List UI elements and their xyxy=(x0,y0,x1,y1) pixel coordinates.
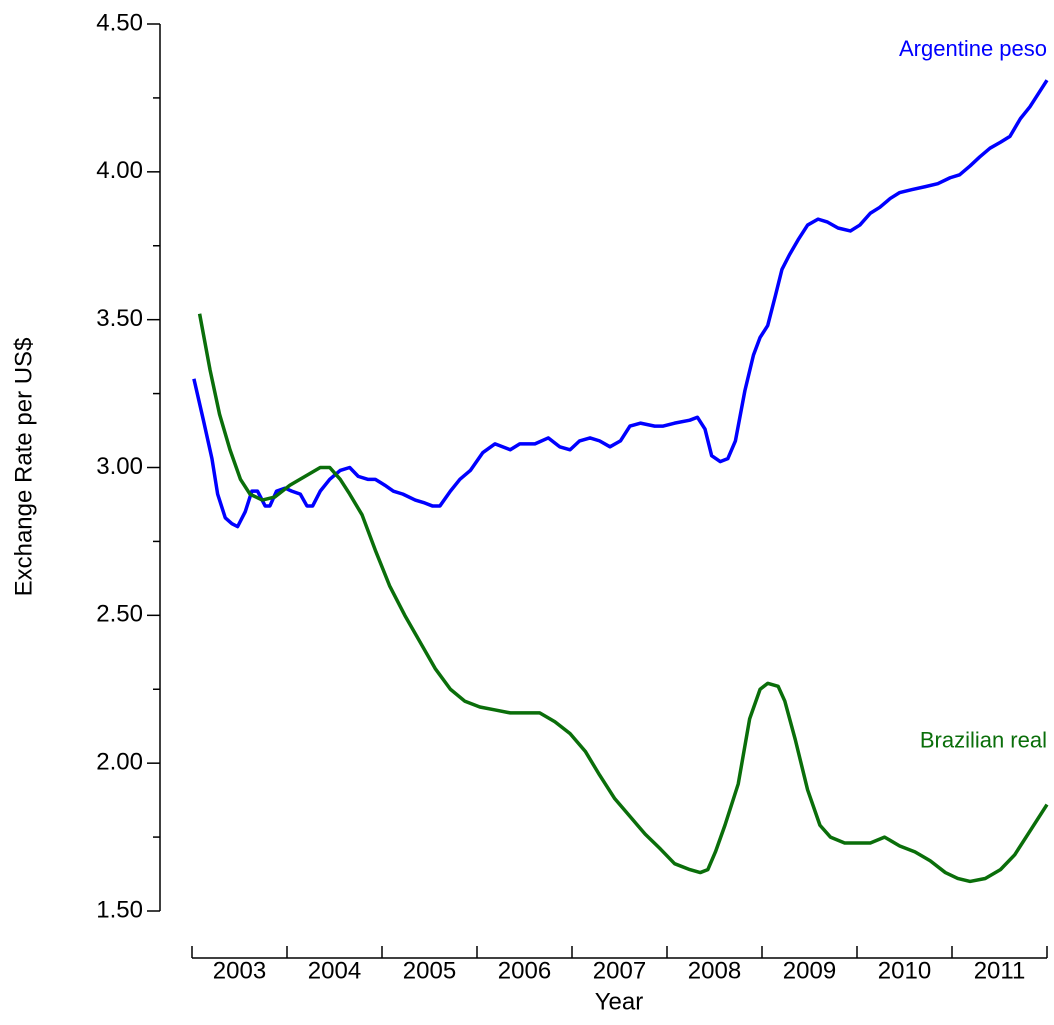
series-label: Argentine peso xyxy=(899,36,1047,61)
x-tick-label: 2007 xyxy=(593,957,646,984)
x-tick-label: 2009 xyxy=(783,957,836,984)
x-tick-label: 2003 xyxy=(213,957,266,984)
y-tick-label: 4.50 xyxy=(96,9,143,36)
y-tick-label: 2.50 xyxy=(96,601,143,628)
x-tick-label: 2008 xyxy=(688,957,741,984)
y-tick-label: 4.00 xyxy=(96,157,143,184)
y-tick-label: 3.00 xyxy=(96,453,143,480)
x-axis-title: Year xyxy=(595,988,644,1015)
x-tick-label: 2005 xyxy=(403,957,456,984)
y-tick-label: 2.00 xyxy=(96,749,143,776)
x-tick-label: 2011 xyxy=(974,957,1026,984)
x-tick-label: 2004 xyxy=(308,957,361,984)
y-tick-label: 3.50 xyxy=(96,305,143,332)
x-tick-label: 2010 xyxy=(878,957,931,984)
x-tick-label: 2006 xyxy=(498,957,551,984)
y-tick-label: 1.50 xyxy=(96,896,143,923)
series-line xyxy=(192,79,1049,529)
y-axis-title: Exchange Rate per US$ xyxy=(10,338,37,597)
series-line xyxy=(197,313,1049,884)
series-label: Brazilian real xyxy=(920,727,1047,752)
